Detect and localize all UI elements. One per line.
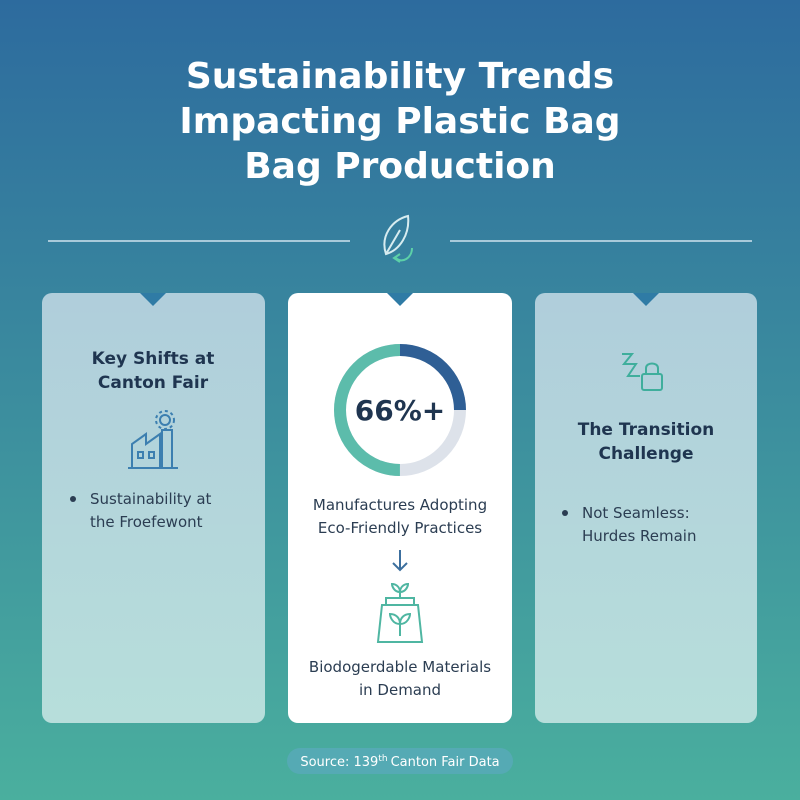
ring [334,344,466,476]
result: Biodogerdable Materials [309,658,491,676]
card-title: The Transition [578,420,715,440]
source: Source: 139th Canton Fair Data [300,754,499,770]
notch [633,293,659,306]
bag-icon [376,582,424,643]
title-line: Bag Production [244,146,556,187]
notch [140,293,166,306]
caption: Eco-Friendly Practices [318,519,482,537]
card [42,293,265,723]
bullet-text: Not Seamless: [582,504,690,522]
bullet-text: Hurdes Remain [582,527,696,545]
notch [387,293,413,306]
caption: Manufactures Adopting [313,496,487,514]
result: in Demand [359,681,441,699]
card-title: Challenge [598,444,693,464]
source-rest: Canton Fair Data [391,755,500,770]
factory-icon [128,410,178,469]
bullet-text: Sustainability at [90,490,212,508]
bullet [70,496,76,502]
source-pill [287,748,513,774]
arrow-down [392,550,408,572]
leaf-icon [383,214,413,263]
bullet-text: the Froefewont [90,513,203,531]
title-line: Impacting Plastic Bag [179,101,620,142]
source-sup: th [378,754,387,764]
title-line: Sustainability Trends [186,56,614,97]
source-prefix: Source: 139 [300,755,378,770]
card-title: Canton Fair [98,373,209,393]
stat: 66%+ [355,394,445,427]
lock-icon [621,353,663,391]
card [535,293,757,723]
card-title: Key Shifts at [92,349,215,369]
bullet [562,510,568,516]
